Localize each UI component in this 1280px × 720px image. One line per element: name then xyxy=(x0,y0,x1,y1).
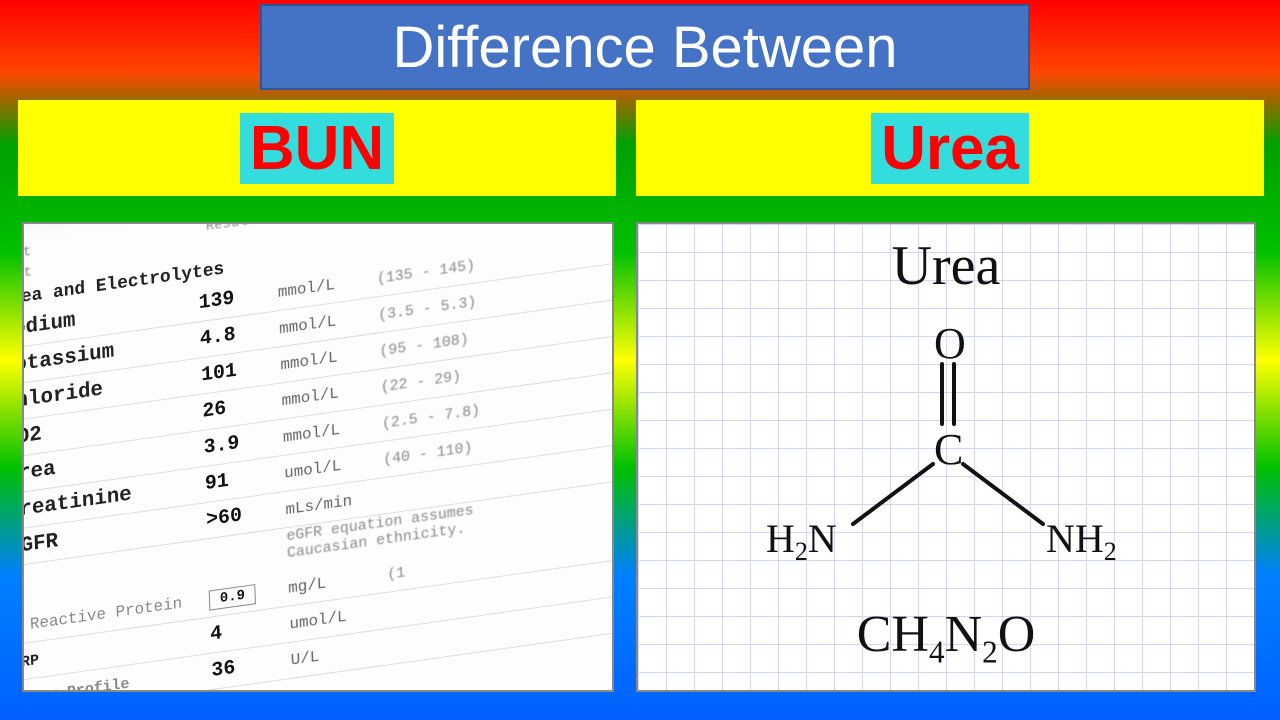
molecule-formula: CH4N2O xyxy=(638,605,1254,670)
molecule-structure: O C H2N NH2 xyxy=(758,314,1138,594)
lab-report-sheet: Test Result Test Urea and Electrolytes S… xyxy=(22,222,614,692)
label-box-urea: Urea xyxy=(636,100,1264,196)
lab-test-unit: mmol/L xyxy=(280,342,380,374)
formula-4: 4 xyxy=(929,634,945,669)
atom-nh2-left: H2N xyxy=(766,516,837,566)
lab-test-value: 91 xyxy=(205,462,285,496)
title-text: Difference Between xyxy=(392,14,897,81)
lab-test-unit: mmol/L xyxy=(281,379,381,411)
lab-liver-v0: 4 xyxy=(210,613,290,647)
lab-test-range xyxy=(385,484,504,501)
lab-crp-value: 0.9 xyxy=(209,584,256,611)
title-bar: Difference Between xyxy=(260,4,1030,90)
lab-test-unit: umol/L xyxy=(284,451,384,483)
lab-liver-u0: umol/L xyxy=(289,602,389,634)
lab-test-value: 3.9 xyxy=(203,426,283,460)
atom-c: C xyxy=(934,425,963,474)
lab-test-unit: mmol/L xyxy=(283,415,383,447)
lab-liver-u1: U/L xyxy=(290,638,390,670)
formula-o: O xyxy=(998,606,1036,663)
label-urea-text: Urea xyxy=(871,113,1029,184)
lab-test-value: >60 xyxy=(206,498,286,532)
atom-o: O xyxy=(934,319,966,368)
lab-test-unit: mLs/min xyxy=(285,487,385,519)
bond-c-n-right xyxy=(963,464,1043,524)
lab-test-unit: mmol/L xyxy=(279,306,379,338)
atom-nh2-right: NH2 xyxy=(1046,516,1117,566)
bond-c-n-left xyxy=(853,464,933,524)
formula-ch: CH xyxy=(857,606,929,663)
formula-2: 2 xyxy=(982,634,998,669)
formula-n: N xyxy=(945,606,983,663)
lab-test-value: 139 xyxy=(198,281,278,315)
lab-liver-v1: 36 xyxy=(211,649,291,683)
molecule-grid: Urea O C H2N NH2 CH4N2O xyxy=(638,224,1254,690)
panel-molecule: Urea O C H2N NH2 CH4N2O xyxy=(636,222,1256,692)
lab-test-unit: mmol/L xyxy=(278,270,378,302)
label-box-bun: BUN xyxy=(18,100,616,196)
lab-crp-unit: mg/L xyxy=(288,566,388,598)
lab-test-value: 101 xyxy=(201,353,281,387)
panel-lab-report: Test Result Test Urea and Electrolytes S… xyxy=(22,222,614,692)
molecule-title: Urea xyxy=(638,234,1254,298)
lab-test-value: 26 xyxy=(202,390,282,424)
lab-test-value: 4.8 xyxy=(200,317,280,351)
label-bun-text: BUN xyxy=(240,113,394,184)
